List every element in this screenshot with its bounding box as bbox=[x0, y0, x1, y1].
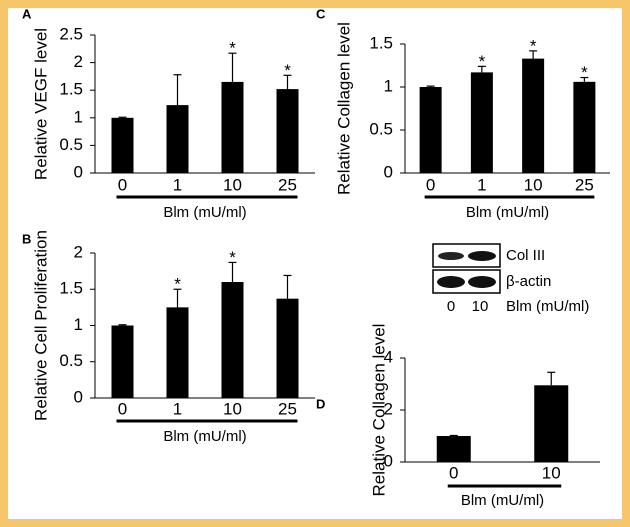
y-tick-label: 1.5 bbox=[59, 279, 83, 298]
band-label: β-actin bbox=[506, 273, 551, 290]
x-tick-label: 25 bbox=[575, 175, 594, 194]
bar bbox=[276, 298, 299, 398]
y-tick-label: 2.5 bbox=[59, 24, 83, 43]
panel-letter: C bbox=[316, 6, 326, 21]
significance-mark: * bbox=[229, 248, 236, 267]
bar bbox=[166, 105, 189, 173]
bar bbox=[436, 436, 471, 462]
significance-mark: * bbox=[174, 275, 181, 294]
panel-letter: D bbox=[316, 396, 325, 411]
x-tick-label: 10 bbox=[524, 175, 543, 194]
y-tick-label: 0.5 bbox=[59, 135, 83, 154]
bar bbox=[534, 385, 569, 462]
x-tick-label: 10 bbox=[223, 175, 242, 194]
y-axis-label: Relative Collagen level bbox=[334, 22, 353, 195]
significance-mark: * bbox=[284, 61, 291, 80]
chart-panel: C Relative Collagen level 0 0.5 1 1.5 * * * 0 1 10 2… bbox=[316, 6, 610, 221]
x-tick-label: 1 bbox=[173, 175, 182, 194]
y-tick-label: 1 bbox=[384, 76, 393, 95]
bar bbox=[419, 87, 442, 173]
y-tick-label: 1 bbox=[74, 315, 83, 334]
x-axis-label: Blm (mU/ml) bbox=[466, 204, 549, 221]
x-tick-label: 0 bbox=[426, 175, 435, 194]
y-tick-label: 4 bbox=[384, 347, 393, 366]
significance-mark: * bbox=[229, 39, 236, 58]
bar bbox=[276, 89, 299, 173]
x-tick-label: 0 bbox=[449, 463, 458, 482]
x-tick-label: 0 bbox=[118, 399, 127, 418]
bar bbox=[166, 307, 189, 398]
y-tick-label: 1.5 bbox=[59, 80, 83, 99]
bar bbox=[221, 282, 244, 398]
blot-band bbox=[438, 252, 464, 260]
lane-label: 10 bbox=[472, 298, 489, 315]
y-tick-label: 0 bbox=[74, 162, 83, 181]
y-axis-label: Relative Cell Proliferation bbox=[31, 230, 50, 421]
bar bbox=[221, 81, 244, 173]
x-tick-label: 1 bbox=[173, 399, 182, 418]
bar bbox=[573, 81, 596, 173]
x-tick-label: 25 bbox=[278, 399, 297, 418]
x-tick-label: 10 bbox=[223, 399, 242, 418]
panel-letter: B bbox=[22, 231, 31, 246]
y-tick-label: 2 bbox=[74, 242, 83, 261]
significance-mark: * bbox=[479, 52, 486, 71]
y-tick-label: 1 bbox=[74, 107, 83, 126]
y-tick-label: 0 bbox=[384, 162, 393, 181]
x-tick-label: 25 bbox=[278, 175, 297, 194]
y-axis-label: Relative VEGF level bbox=[31, 28, 50, 180]
y-tick-label: 1.5 bbox=[369, 33, 393, 52]
panel-letter: A bbox=[22, 6, 32, 21]
x-tick-label: 10 bbox=[542, 463, 561, 482]
blot-band bbox=[437, 276, 465, 288]
western-blot: Col III β-actin 0 10 Blm (mU/ml) bbox=[432, 243, 589, 315]
band-label: Col III bbox=[506, 247, 545, 264]
y-tick-label: 0 bbox=[74, 387, 83, 406]
blot-band bbox=[468, 276, 496, 288]
y-tick-label: 0 bbox=[384, 451, 393, 470]
chart-panel: A Relative VEGF level 0 0.5 1 1.5 2 2.5 * * 0 1 10 25… bbox=[22, 6, 315, 221]
lane-axis-label: Blm (mU/ml) bbox=[506, 298, 589, 315]
x-axis-label: Blm (mU/ml) bbox=[461, 492, 544, 509]
y-tick-label: 0.5 bbox=[59, 351, 83, 370]
x-tick-label: 1 bbox=[477, 175, 486, 194]
x-axis-label: Blm (mU/ml) bbox=[163, 204, 246, 221]
y-axis-label: Relative Collagen level bbox=[369, 324, 388, 497]
significance-mark: * bbox=[530, 36, 537, 55]
bar bbox=[111, 117, 134, 173]
x-tick-label: 0 bbox=[118, 175, 127, 194]
y-tick-label: 2 bbox=[384, 399, 393, 418]
x-axis-label: Blm (mU/ml) bbox=[163, 428, 246, 445]
blot-frame bbox=[432, 243, 501, 268]
y-tick-label: 2 bbox=[74, 52, 83, 71]
lane-label: 0 bbox=[447, 298, 455, 315]
bar bbox=[470, 72, 493, 173]
chart-panel: B Relative Cell Proliferation 0 0.5 1 1.5 2 * * 0… bbox=[22, 230, 315, 445]
blot-band bbox=[468, 251, 496, 261]
bar bbox=[522, 58, 545, 174]
y-tick-label: 0.5 bbox=[369, 119, 393, 138]
significance-mark: * bbox=[581, 63, 588, 82]
bar bbox=[111, 325, 134, 398]
